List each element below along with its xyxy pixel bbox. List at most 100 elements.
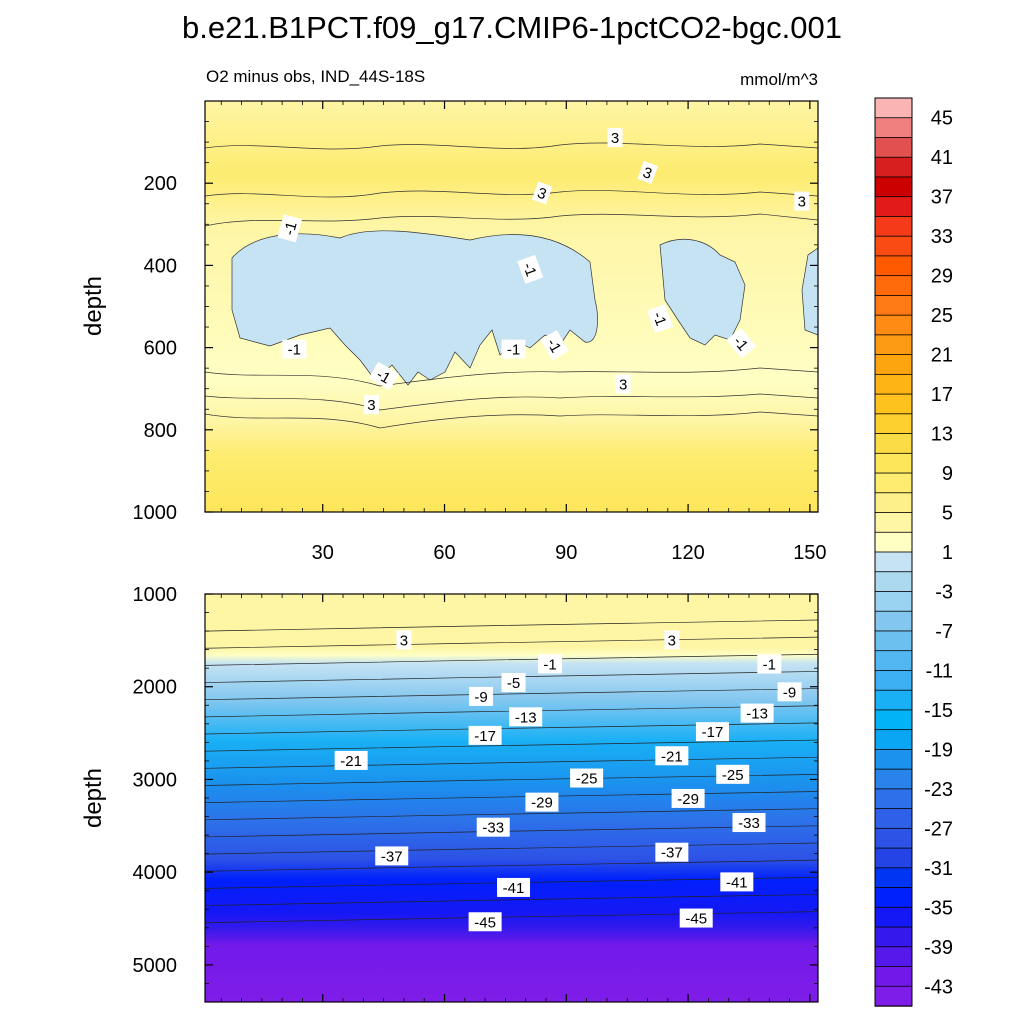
top-y-axis-title: depth <box>80 276 107 336</box>
contour-label: 3 <box>607 127 623 147</box>
y-tick-label: 4000 <box>133 862 178 884</box>
units-label: mmol/m^3 <box>740 70 818 89</box>
colorbar-label: 45 <box>931 108 953 130</box>
contour-label-text: -33 <box>738 815 760 832</box>
contour-label-box <box>679 908 713 928</box>
contour-label-box <box>647 304 674 334</box>
colorbar-swatch <box>874 373 913 395</box>
colorbar-swatch <box>874 887 913 909</box>
colorbar-swatch <box>874 985 913 1007</box>
contour-label: -29 <box>525 792 559 812</box>
colorbar-swatch <box>874 808 913 830</box>
contour-label-box <box>334 750 368 770</box>
chart-title: b.e21.B1PCT.f09_g17.CMIP6-1pctCO2-bgc.00… <box>182 10 842 45</box>
contour-line <box>205 190 818 198</box>
contour-label: -17 <box>695 722 729 742</box>
y-tick-label: 400 <box>144 255 177 277</box>
contour-label: -9 <box>777 682 802 702</box>
colorbar-label: 13 <box>931 424 953 446</box>
contour-label: -1 <box>647 304 674 334</box>
colorbar-label: 21 <box>931 345 953 367</box>
colorbar-label: -31 <box>924 858 953 880</box>
colorbar-swatch <box>874 117 913 139</box>
contour-label-text: -13 <box>746 706 768 723</box>
oxygen-minimum-zone-right <box>659 239 746 346</box>
contour-label-text: 3 <box>400 632 408 649</box>
contour-label-text: -9 <box>474 689 487 706</box>
contour-label-box <box>517 254 544 284</box>
colorbar-swatch <box>874 689 913 711</box>
colorbar-swatch <box>874 472 913 494</box>
contour-line <box>205 142 818 150</box>
contour-label-text: -37 <box>381 848 403 865</box>
colorbar-label: -35 <box>924 897 953 919</box>
contour-label-box <box>671 788 705 808</box>
colorbar-swatch <box>874 492 913 514</box>
contour-label: 3 <box>794 191 810 211</box>
contour-label-box <box>726 327 757 359</box>
colorbar-frame <box>874 97 913 1007</box>
colorbar-label: 1 <box>942 542 953 564</box>
contour-label: -45 <box>679 908 713 928</box>
contour-label: -21 <box>655 746 689 766</box>
colorbar-label: -15 <box>924 700 953 722</box>
contour-label-box <box>497 877 531 897</box>
colorbar-label: 29 <box>931 266 953 288</box>
colorbar-swatch <box>874 452 913 474</box>
x-tick-label: 30 <box>312 542 334 564</box>
contour-label: -13 <box>740 703 774 723</box>
colorbar-swatch <box>874 571 913 593</box>
contour-label-box <box>695 722 729 742</box>
y-tick-label: 600 <box>144 338 177 360</box>
contour-label-box <box>655 746 689 766</box>
contour-label-box <box>468 912 502 932</box>
colorbar-swatch <box>874 275 913 297</box>
colorbar-swatch <box>874 827 913 849</box>
contour-label: 3 <box>615 374 631 394</box>
colorbar-swatch <box>874 255 913 277</box>
y-tick-label: 200 <box>144 173 177 195</box>
contour-label-text: 3 <box>619 377 627 394</box>
contour-label-box <box>615 374 631 394</box>
contour-label-text: -5 <box>507 675 520 692</box>
colorbar-label: -3 <box>935 581 953 603</box>
contour-label-box <box>468 725 502 745</box>
contour-label-box <box>538 654 563 674</box>
colorbar-swatch <box>874 670 913 691</box>
contour-label-box <box>476 817 510 837</box>
contour-label-box <box>757 654 782 674</box>
contour-label-text: -21 <box>340 753 362 770</box>
colorbar-swatch <box>874 176 913 198</box>
contour-label: -41 <box>720 872 754 892</box>
colorbar-label: 41 <box>931 147 953 169</box>
colorbar-label: 37 <box>931 187 953 209</box>
contour-label-box <box>375 846 409 866</box>
colorbar-label: -19 <box>924 739 953 761</box>
contour-label: -21 <box>334 750 368 770</box>
contour-label: 3 <box>664 630 680 650</box>
contour-label-text: -1 <box>519 261 540 279</box>
contour-label: -41 <box>497 877 531 897</box>
contour-label-text: -41 <box>503 880 525 897</box>
contour-label: -1 <box>540 330 569 361</box>
top-panel <box>205 101 818 512</box>
contour-label: -17 <box>468 725 502 745</box>
contour-label: 3 <box>637 160 658 184</box>
contour-label-box <box>363 395 379 415</box>
contour-label-text: -21 <box>661 748 683 765</box>
contour-label-box <box>501 339 526 359</box>
contour-label: -45 <box>468 912 502 932</box>
y-tick-label: 800 <box>144 420 177 442</box>
colorbar-label: 25 <box>931 305 953 327</box>
contour-label-text: -1 <box>649 310 670 328</box>
contour-label: -1 <box>277 214 303 243</box>
colorbar-swatch <box>874 354 913 376</box>
colorbar-swatch <box>874 768 913 790</box>
contour-label-text: 3 <box>668 632 676 649</box>
colorbar-label: -39 <box>924 937 953 959</box>
colorbar-swatch <box>874 235 913 257</box>
colorbar-label: -11 <box>926 660 953 682</box>
colorbar-swatch <box>874 531 913 553</box>
contour-label-box <box>396 630 412 650</box>
x-tick-label: 150 <box>793 542 826 564</box>
